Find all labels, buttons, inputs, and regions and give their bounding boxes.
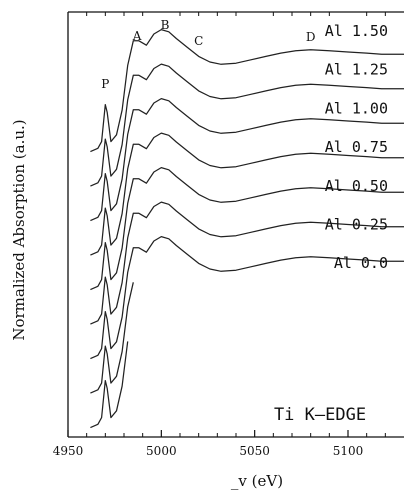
- series-label: Al 1.00: [325, 99, 388, 117]
- spectrum-line: [90, 201, 404, 325]
- x-axis-label: _v (eV): [231, 472, 283, 490]
- spectrum-line: [90, 235, 404, 360]
- series-labels: Al 1.50 Al 1.25 Al 1.00 Al 0.75 Al 0.50 Al 0.…: [325, 22, 388, 272]
- spectrum-line: [90, 341, 129, 429]
- series-label: Al 1.50: [325, 22, 388, 40]
- x-tick-label: 5000: [146, 444, 177, 458]
- spectrum-line: [90, 97, 404, 222]
- feature-labels: P A B C D: [101, 18, 315, 91]
- series-label: Al 0.75: [325, 138, 388, 156]
- series-label: Al 0.50: [325, 177, 388, 195]
- x-tick-label: 4950: [53, 444, 84, 458]
- spectrum-line: [90, 282, 134, 394]
- spectrum-line: [90, 166, 404, 291]
- spectra-curves: [90, 28, 404, 429]
- spectrum-line: [90, 132, 404, 256]
- feature-label: B: [161, 18, 170, 32]
- x-tick-label: 5100: [333, 444, 364, 458]
- feature-label: A: [132, 29, 142, 43]
- feature-label: D: [306, 30, 316, 44]
- panel-label: Ti K–EDGE: [274, 405, 366, 425]
- spectrum-line: [90, 28, 404, 153]
- series-label: Al 0.0: [334, 254, 388, 272]
- x-axis-ticks: 4950 5000 5050 5100: [53, 12, 386, 458]
- series-label: Al 1.25: [325, 61, 388, 79]
- spectrum-line: [90, 63, 404, 187]
- x-tick-label: 5050: [239, 444, 270, 458]
- feature-label: P: [101, 77, 109, 91]
- series-label: Al 0.25: [325, 216, 388, 234]
- y-axis-label: Normalized Absorption (a.u.): [10, 119, 28, 340]
- feature-label: C: [194, 34, 203, 48]
